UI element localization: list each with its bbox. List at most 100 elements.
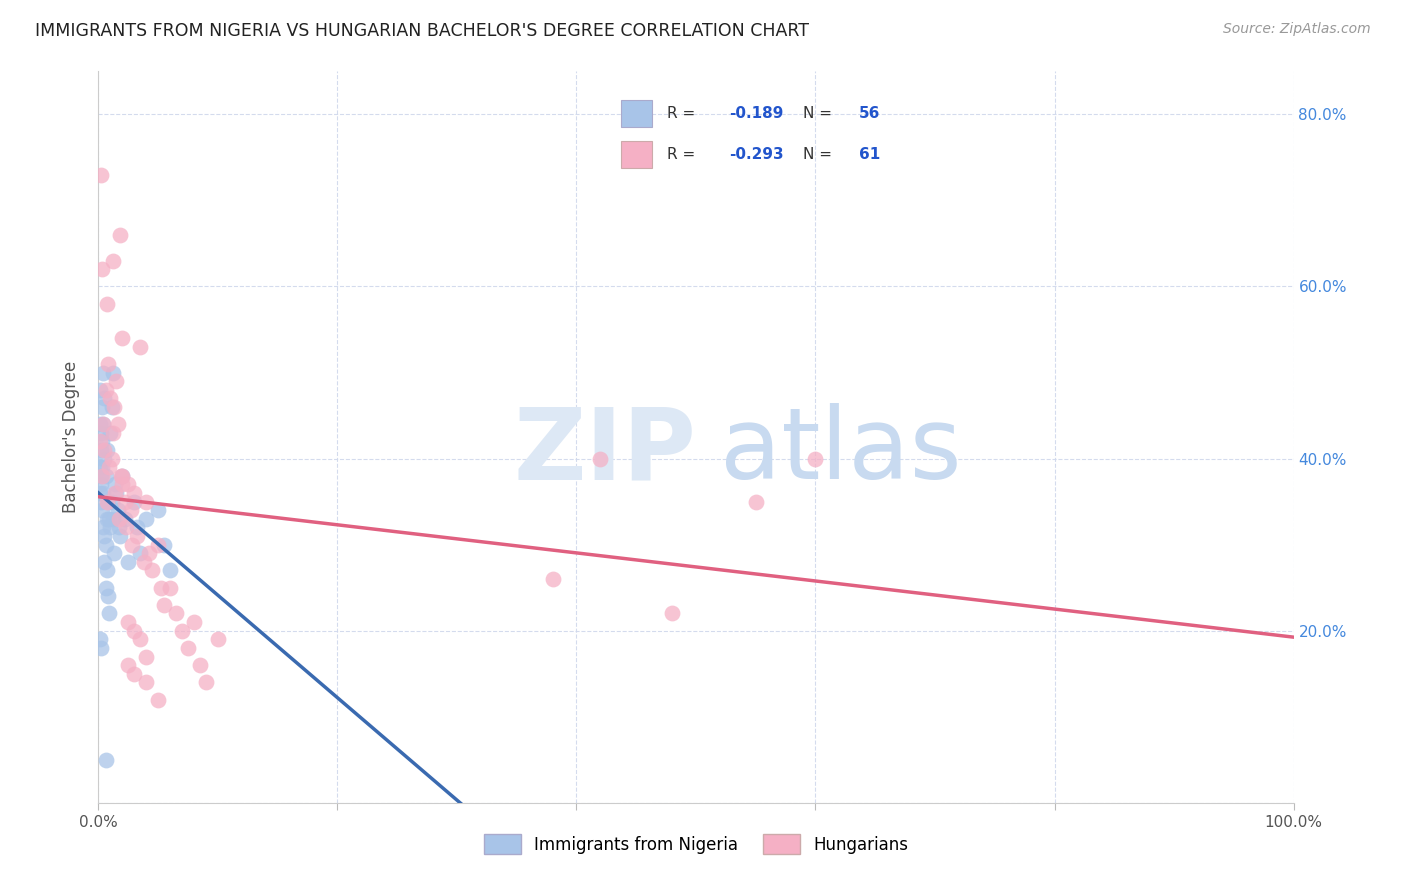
- Point: [117, 658, 139, 673]
- FancyBboxPatch shape: [621, 141, 652, 168]
- Point: [172, 624, 194, 638]
- Point: [89, 486, 111, 500]
- Point: [135, 494, 157, 508]
- Point: [111, 468, 134, 483]
- Point: [129, 340, 152, 354]
- Point: [90, 640, 112, 655]
- Point: [91, 520, 114, 534]
- Point: [188, 658, 211, 673]
- Point: [91, 417, 114, 432]
- Point: [101, 366, 124, 380]
- Point: [100, 494, 122, 508]
- Point: [91, 460, 114, 475]
- Point: [96, 512, 118, 526]
- Point: [135, 649, 157, 664]
- Point: [117, 477, 139, 491]
- Point: [100, 400, 122, 414]
- Point: [129, 546, 152, 560]
- Point: [98, 607, 121, 621]
- Point: [149, 581, 172, 595]
- Point: [124, 494, 146, 508]
- Point: [125, 520, 148, 534]
- Text: R =: R =: [668, 106, 700, 120]
- Point: [93, 442, 115, 457]
- Text: IMMIGRANTS FROM NIGERIA VS HUNGARIAN BACHELOR'S DEGREE CORRELATION CHART: IMMIGRANTS FROM NIGERIA VS HUNGARIAN BAC…: [35, 22, 808, 40]
- Point: [124, 666, 146, 681]
- Point: [91, 262, 114, 277]
- Point: [98, 512, 121, 526]
- Point: [110, 468, 132, 483]
- Point: [98, 392, 122, 406]
- Point: [98, 425, 122, 440]
- Point: [96, 494, 118, 508]
- Point: [89, 383, 111, 397]
- Point: [90, 468, 112, 483]
- Point: [93, 555, 115, 569]
- Text: 61: 61: [859, 147, 880, 161]
- FancyBboxPatch shape: [621, 100, 652, 127]
- Point: [111, 477, 134, 491]
- Point: [153, 538, 176, 552]
- Point: [804, 451, 827, 466]
- Point: [98, 460, 121, 475]
- Point: [93, 392, 115, 406]
- Text: ZIP: ZIP: [513, 403, 696, 500]
- Point: [91, 503, 114, 517]
- Point: [124, 486, 146, 500]
- Text: N =: N =: [803, 106, 837, 120]
- Legend: Immigrants from Nigeria, Hungarians: Immigrants from Nigeria, Hungarians: [477, 828, 915, 860]
- Point: [91, 468, 114, 483]
- Point: [89, 632, 111, 647]
- Point: [90, 494, 112, 508]
- Point: [135, 675, 157, 690]
- Point: [89, 417, 111, 432]
- Point: [91, 417, 114, 432]
- Point: [115, 520, 138, 534]
- Point: [159, 581, 181, 595]
- Point: [91, 434, 114, 449]
- Point: [94, 753, 117, 767]
- Point: [165, 607, 187, 621]
- Point: [135, 512, 157, 526]
- Point: [153, 598, 176, 612]
- Point: [101, 425, 124, 440]
- Point: [100, 451, 122, 466]
- Point: [148, 692, 170, 706]
- Point: [107, 503, 129, 517]
- Point: [129, 632, 152, 647]
- Text: N =: N =: [803, 147, 837, 161]
- Point: [148, 503, 170, 517]
- Point: [101, 253, 124, 268]
- Point: [103, 546, 125, 560]
- Point: [97, 589, 120, 603]
- Point: [107, 512, 129, 526]
- Point: [132, 555, 155, 569]
- Point: [93, 451, 115, 466]
- Text: atlas: atlas: [720, 403, 962, 500]
- Point: [661, 607, 683, 621]
- Point: [745, 494, 768, 508]
- Point: [93, 529, 115, 543]
- Text: 56: 56: [859, 106, 880, 120]
- Point: [97, 494, 120, 508]
- Point: [108, 529, 131, 543]
- Point: [94, 383, 117, 397]
- Point: [107, 520, 129, 534]
- Point: [114, 512, 136, 526]
- Point: [117, 555, 139, 569]
- Point: [94, 468, 117, 483]
- Point: [103, 400, 125, 414]
- Y-axis label: Bachelor's Degree: Bachelor's Degree: [62, 361, 80, 513]
- Point: [94, 581, 117, 595]
- Point: [96, 442, 118, 457]
- Point: [90, 168, 112, 182]
- Point: [124, 624, 146, 638]
- Point: [91, 400, 114, 414]
- Point: [120, 503, 142, 517]
- Point: [195, 675, 218, 690]
- Point: [90, 442, 112, 457]
- Point: [98, 520, 122, 534]
- Point: [97, 357, 120, 371]
- Point: [101, 512, 124, 526]
- Point: [177, 640, 200, 655]
